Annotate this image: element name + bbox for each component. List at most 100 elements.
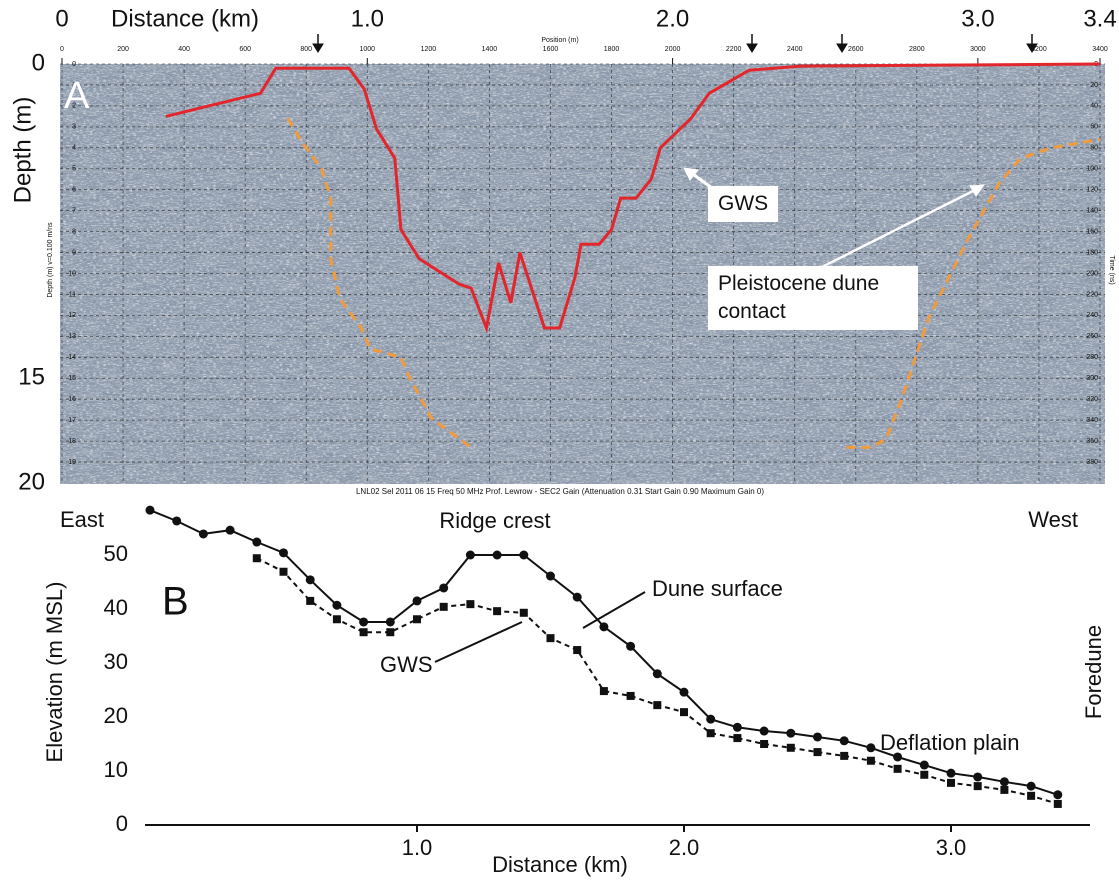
y2-tick-label: 20 (1090, 82, 1098, 89)
marker (599, 687, 608, 696)
marker (893, 764, 902, 773)
marker (947, 778, 955, 787)
x2-tick-label: 3200 (1031, 46, 1047, 53)
y-tick-label: 0 (32, 49, 45, 76)
x2-tick-label: 800 (300, 46, 312, 53)
y2-tick-label: 200 (1086, 270, 1098, 277)
x-axis-title: Distance (km) (492, 852, 628, 877)
arrow-head (312, 43, 324, 53)
marker (465, 550, 475, 560)
y-minor-tick-label: 12 (68, 312, 76, 319)
y-minor-tick-label: 0 (72, 61, 76, 68)
marker (252, 554, 261, 563)
x2-tick-label: 200 (117, 46, 129, 53)
marker (439, 583, 449, 593)
marker (359, 617, 369, 627)
annotation: Ridge crest (439, 508, 550, 533)
marker (706, 714, 716, 724)
y-axis-title: Depth (m) (9, 97, 36, 204)
y-minor-tick-label: 10 (68, 270, 76, 277)
x-tick-label: 3.0 (961, 5, 994, 32)
marker (412, 596, 422, 606)
y2-tick-label: 340 (1086, 417, 1098, 424)
y2-tick-label: 120 (1086, 187, 1098, 194)
annotation-gws: GWS (708, 186, 779, 222)
y-tick-label: 0 (116, 811, 128, 836)
marker (680, 708, 688, 717)
y-minor-tick-label: 19 (68, 459, 76, 466)
x2-tick-label: 2200 (726, 46, 742, 53)
x2-tick-label: 0 (60, 46, 64, 53)
y-axis-title: Elevation (m MSL) (42, 582, 67, 763)
marker (466, 600, 475, 609)
marker (626, 641, 636, 651)
marker (1026, 781, 1036, 791)
panel-label: B (162, 580, 189, 624)
marker (492, 550, 502, 560)
marker (893, 752, 903, 762)
x2-tick-label: 1400 (482, 46, 498, 53)
marker (653, 701, 662, 710)
marker (973, 772, 983, 782)
marker (973, 782, 982, 791)
y2-tick-label: 80 (1090, 145, 1098, 152)
x2-tick-label: 3400 (1092, 46, 1108, 53)
leader (434, 621, 523, 663)
x-tick-label: 3.4 (1083, 5, 1116, 32)
marker (305, 575, 315, 585)
marker (359, 628, 368, 637)
marker (1000, 785, 1009, 794)
radargram-texture (60, 64, 1105, 484)
y-tick-label: 40 (104, 595, 128, 620)
pointer (819, 188, 976, 270)
marker (813, 732, 822, 742)
y-tick-label: 15 (18, 364, 45, 391)
marker (385, 617, 395, 627)
series-label: Dune surface (652, 576, 783, 601)
y-minor-tick-label: 1 (72, 82, 76, 89)
pointers (434, 167, 986, 663)
y2-tick-label: 280 (1086, 354, 1098, 361)
x2-tick-label: 600 (239, 46, 251, 53)
marker (1053, 799, 1062, 808)
y-minor-tick-label: 5 (72, 166, 76, 173)
marker (786, 728, 796, 738)
panel-label: A (64, 75, 90, 117)
x2-tick-label: 1000 (360, 46, 376, 53)
marker (946, 768, 956, 778)
marker (252, 537, 262, 547)
series-line (286, 117, 1101, 449)
marker (306, 596, 315, 605)
marker (919, 760, 929, 770)
x-tick-label: 2.0 (656, 5, 689, 32)
marker (866, 756, 875, 765)
marker (572, 592, 582, 602)
y-minor-tick-label: 11 (69, 291, 76, 298)
marker (332, 600, 342, 610)
x2-tick-label: 2600 (848, 46, 864, 53)
y2-tick-label: 260 (1086, 333, 1098, 340)
annotation: West (1028, 507, 1078, 532)
y2-tick-label: 60 (1090, 124, 1098, 131)
marker (198, 529, 208, 539)
x2-tick-label: 3000 (970, 46, 986, 53)
marker (626, 691, 635, 700)
marker (679, 687, 689, 697)
marker (519, 550, 529, 560)
y-tick-label: 20 (104, 703, 128, 728)
marker (225, 525, 235, 535)
y-minor-axis-title: Depth (m) v=0.100 m/ns (47, 222, 54, 298)
x2-tick-label: 2000 (665, 46, 681, 53)
marker (279, 567, 288, 576)
marker (519, 608, 528, 617)
pointer-head (969, 184, 986, 197)
series-label: GWS (380, 652, 433, 677)
marker (839, 736, 849, 746)
y-minor-tick-label: 15 (68, 375, 76, 382)
pointer-head (683, 167, 699, 181)
arrows (312, 34, 1038, 53)
annotation: Deflation plain (880, 730, 1019, 755)
marker (493, 607, 502, 616)
